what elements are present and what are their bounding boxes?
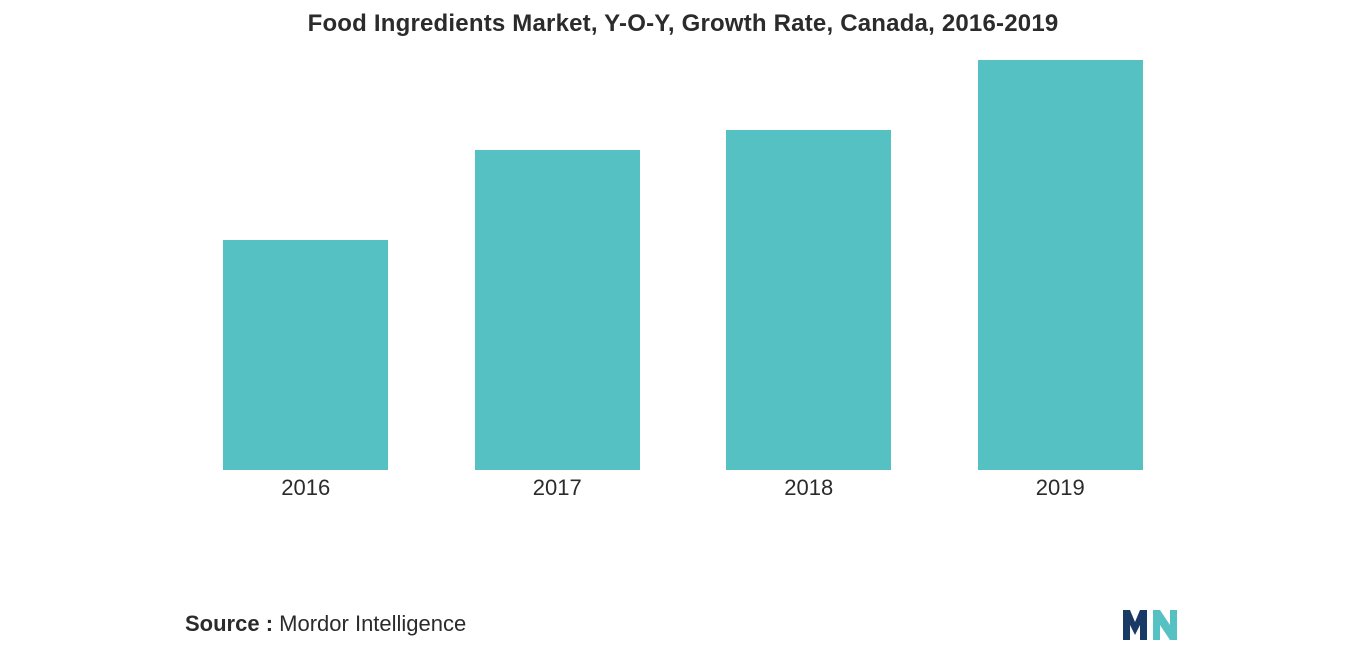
source-text: Mordor Intelligence xyxy=(279,611,466,636)
bar-2018 xyxy=(726,130,891,470)
chart-container: Food Ingredients Market, Y-O-Y, Growth R… xyxy=(0,0,1366,655)
logo-n-shape xyxy=(1153,610,1177,640)
chart-x-labels: 2016 2017 2018 2019 xyxy=(180,475,1186,501)
source-label: Source : xyxy=(185,611,273,636)
logo-m-shape xyxy=(1123,610,1147,640)
chart-bars xyxy=(180,60,1186,470)
bar-2016 xyxy=(223,240,388,470)
source-line: Source : Mordor Intelligence xyxy=(185,611,466,637)
mordor-logo-icon xyxy=(1121,605,1181,645)
bar-2017 xyxy=(475,150,640,470)
bar-2019 xyxy=(978,60,1143,470)
x-label-2019: 2019 xyxy=(978,475,1143,501)
x-label-2018: 2018 xyxy=(726,475,891,501)
chart-title: Food Ingredients Market, Y-O-Y, Growth R… xyxy=(0,10,1366,38)
chart-plot: 2016 2017 2018 2019 xyxy=(180,60,1186,500)
x-label-2017: 2017 xyxy=(475,475,640,501)
x-label-2016: 2016 xyxy=(223,475,388,501)
